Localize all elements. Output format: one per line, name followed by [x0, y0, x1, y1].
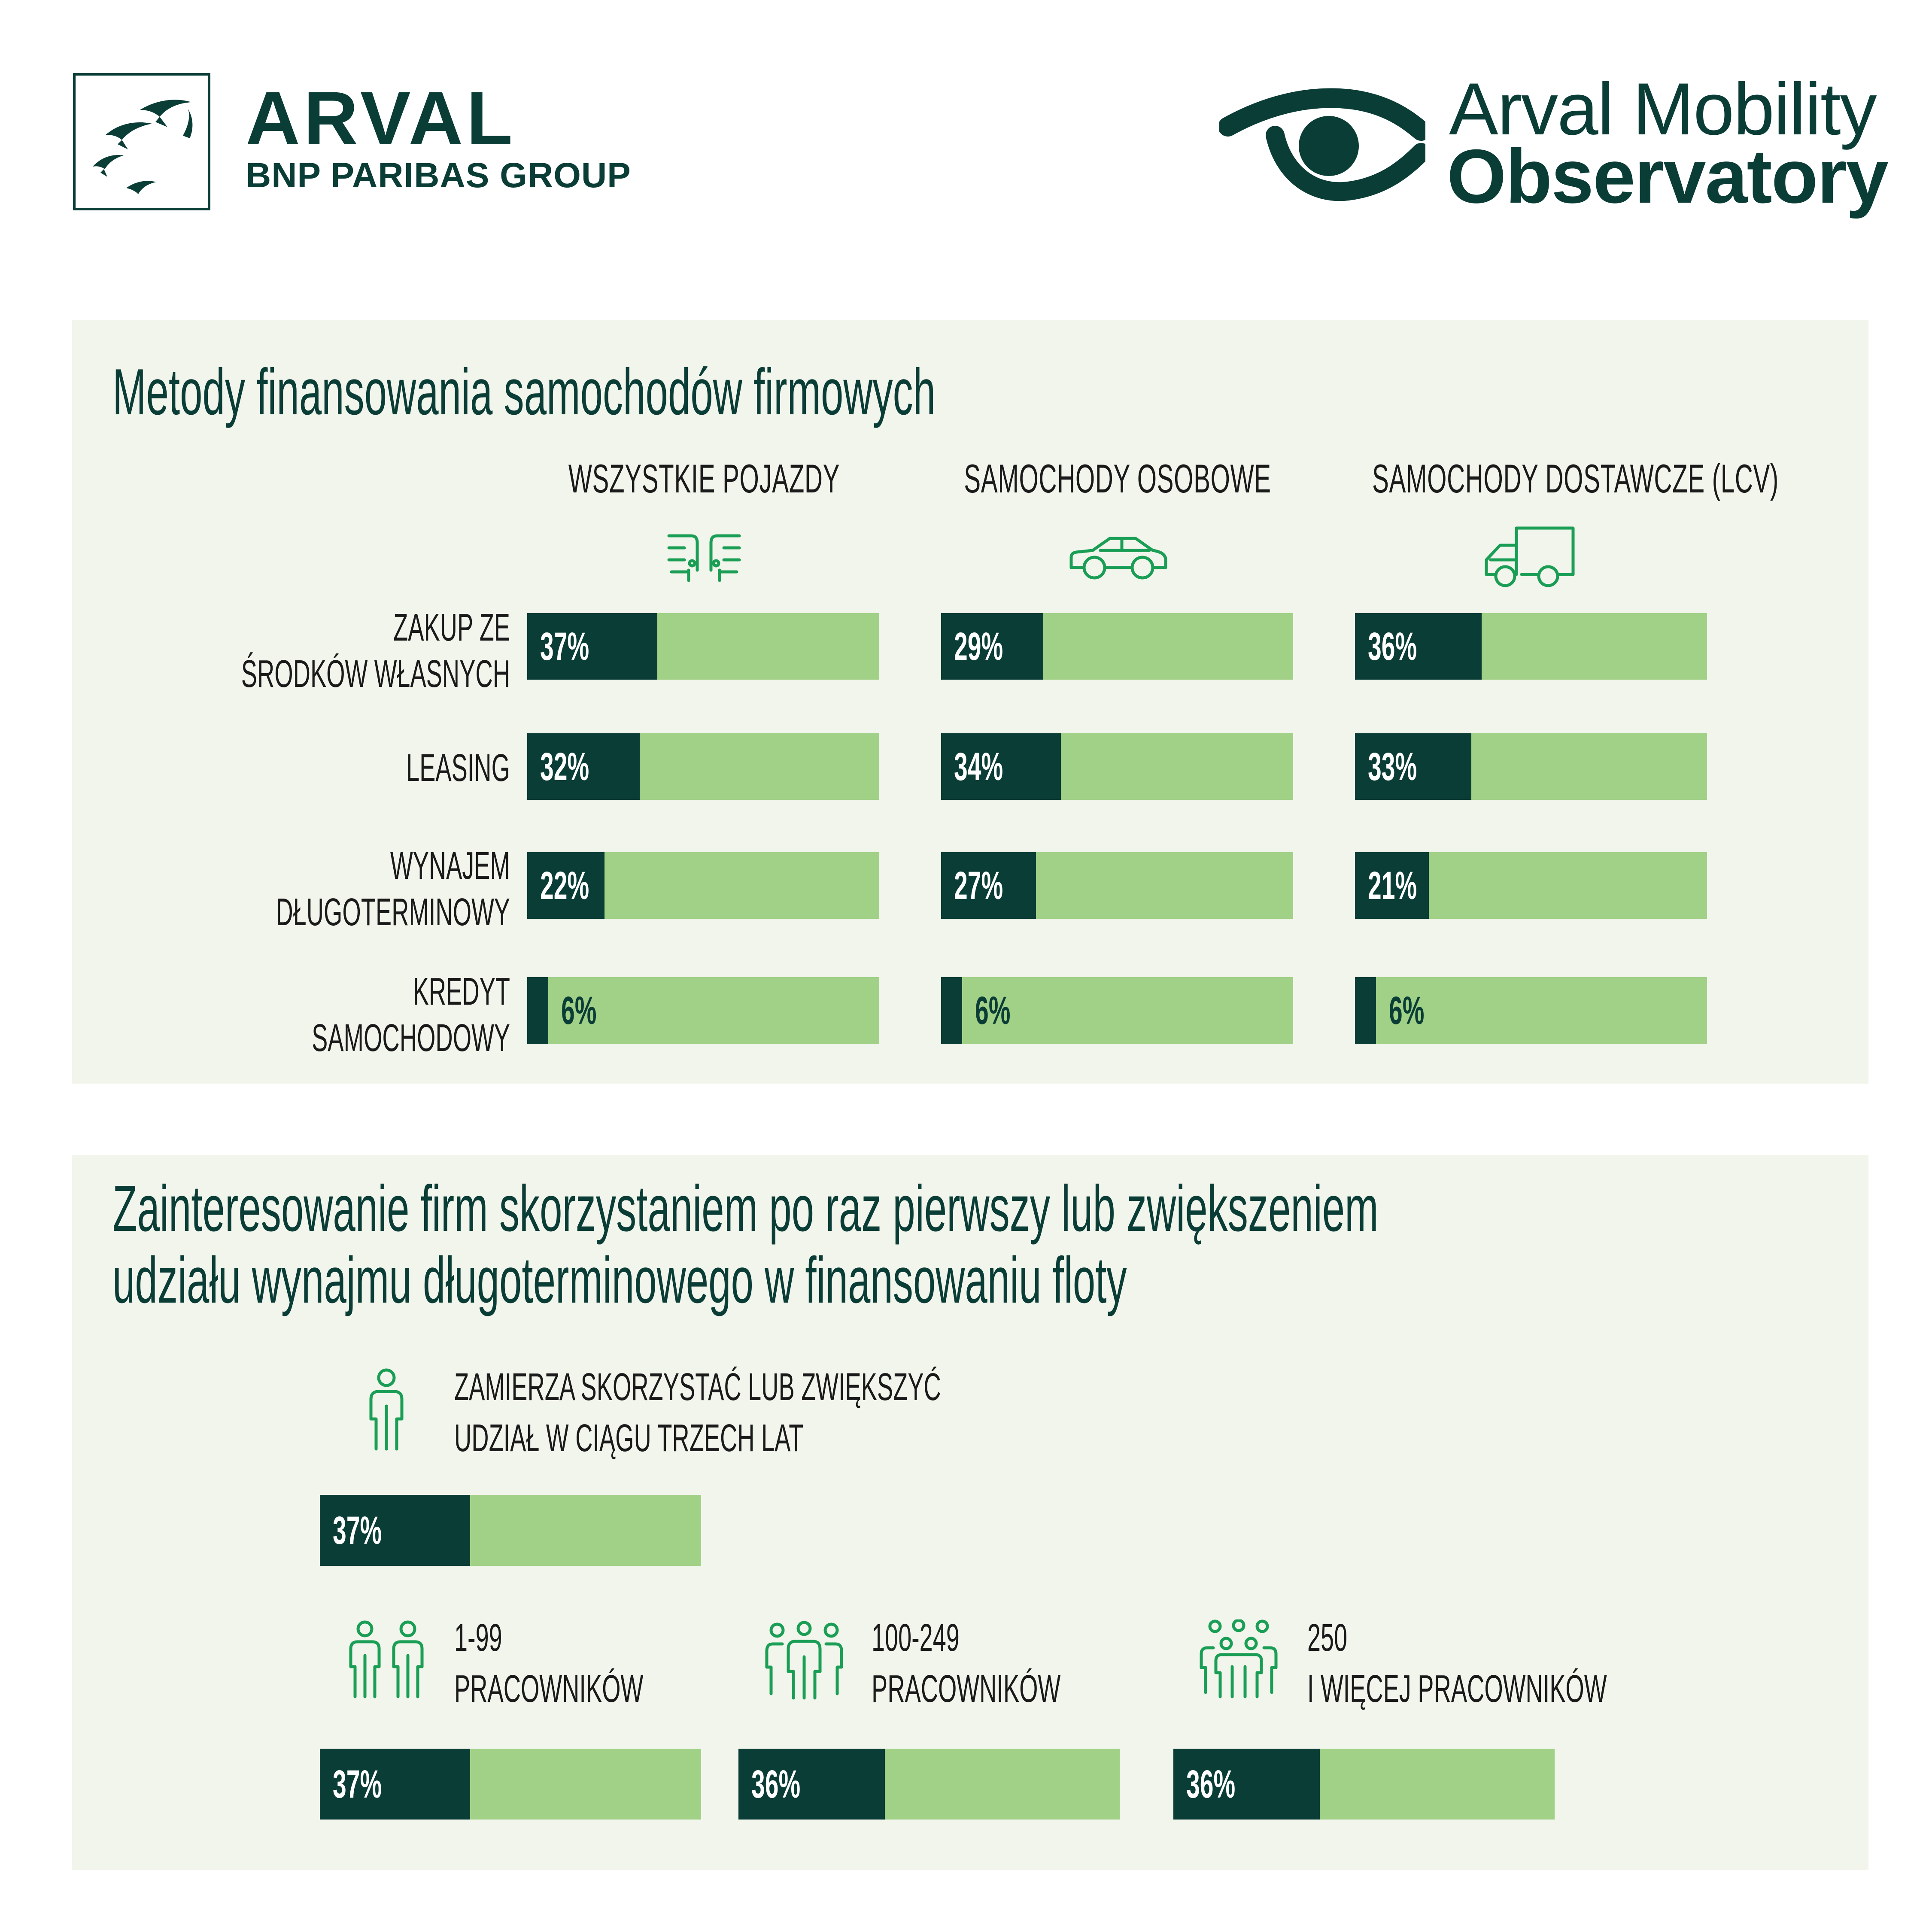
group-people-icon [1198, 1619, 1279, 1699]
observatory-title-line2: Observatory [1447, 134, 1889, 219]
interest-bar-value-4: 36% [1186, 1762, 1236, 1806]
bar-s3-r3: 21% [1355, 852, 1707, 919]
bar-value-s2-r1: 29% [954, 625, 1003, 668]
bar-s3-r3-fill [1355, 852, 1429, 919]
bar-s1-r2-fill [527, 733, 640, 800]
section2-title: Zainteresowanie firm skorzystaniem po ra… [112, 1172, 1379, 1317]
bar-s3-r1: 36% [1355, 613, 1707, 680]
bar-s1-r4-fill [527, 977, 548, 1044]
interest-bar-3-fill [738, 1749, 885, 1820]
person-icon [365, 1367, 408, 1451]
bar-value-s2-r4: 6% [975, 989, 1011, 1033]
bar-s1-r1: 37% [527, 613, 879, 680]
observatory-eye-icon [1218, 71, 1431, 213]
bar-value-s3-r2: 33% [1368, 745, 1417, 789]
bar-s2-r2-fill [941, 733, 1061, 800]
row-label-own-funds: ZAKUP ZE ŚRODKÓW WŁASNYCH [241, 606, 510, 696]
arval-brand-group: BNP PARIBAS GROUP [246, 156, 631, 195]
row-label-long-term-rental: WYNAJEM DŁUGOTERMINOWY [276, 844, 510, 934]
cars-front-icon [665, 527, 743, 583]
column-header-lcv: SAMOCHODY DOSTAWCZE (LCV) [1372, 456, 1779, 501]
bar-s2-r3: 27% [941, 852, 1293, 919]
bar-s3-r4-fill [1355, 977, 1376, 1044]
bar-s3-r2-fill [1355, 733, 1471, 800]
bar-value-s3-r3: 21% [1368, 864, 1417, 908]
interest-bar-3: 36% [738, 1749, 1120, 1820]
bar-value-s2-r2: 34% [954, 745, 1003, 789]
overall-label: ZAMIERZA SKORZYSTAĆ LUB ZWIĘKSZYĆ UDZIAŁ… [454, 1366, 941, 1460]
bar-value-s1-r2: 32% [540, 745, 589, 789]
delivery-truck-icon [1482, 524, 1577, 588]
interest-bar-4-fill [1173, 1749, 1320, 1820]
arval-brand-name: ARVAL [246, 76, 516, 161]
birds-icon [93, 100, 193, 194]
bar-value-s1-r3: 22% [540, 864, 589, 908]
bar-s1-r3: 22% [527, 852, 879, 919]
interest-bar-4: 36% [1173, 1749, 1555, 1820]
bar-s3-r2: 33% [1355, 733, 1707, 800]
interest-bar-2-fill [320, 1749, 470, 1820]
bar-s1-r2: 32% [527, 733, 879, 800]
bar-s2-r1-fill [941, 613, 1043, 680]
interest-bar-1: 37% [320, 1495, 701, 1566]
row-label-leasing: LEASING [406, 747, 510, 790]
two-people-icon [346, 1619, 427, 1699]
interest-bar-value-3: 36% [751, 1762, 801, 1806]
bar-s2-r4-fill [941, 977, 962, 1044]
observatory-title-line1: Arval Mobility [1449, 68, 1877, 150]
row-label-car-loan: KREDYT SAMOCHODOWY [312, 970, 510, 1060]
group-label-250-plus: 250 I WIĘCEJ PRACOWNIKÓW [1307, 1616, 1607, 1710]
bar-s1-r1-fill [527, 613, 657, 680]
financing-methods-panel [72, 320, 1868, 1084]
section1-title: Metody finansowania samochodów firmowych [112, 355, 936, 428]
bar-s2-r3-fill [941, 852, 1036, 919]
bar-value-s1-r1: 37% [540, 625, 589, 668]
three-people-icon [763, 1621, 845, 1700]
bar-s1-r3-fill [527, 852, 605, 919]
interest-bar-value-1: 37% [333, 1509, 382, 1552]
bar-value-s3-r4: 6% [1389, 989, 1425, 1033]
group-label-100-249: 100-249 PRACOWNIKÓW [872, 1616, 1061, 1710]
interest-bar-value-2: 37% [333, 1762, 382, 1806]
bar-s2-r4: 6% [941, 977, 1293, 1044]
car-icon [1067, 533, 1170, 580]
arval-logo-emblem [73, 73, 210, 210]
bar-s2-r2: 34% [941, 733, 1293, 800]
bar-s2-r1: 29% [941, 613, 1293, 680]
group-label-1-99: 1-99 PRACOWNIKÓW [454, 1616, 644, 1710]
bar-s3-r4: 6% [1355, 977, 1707, 1044]
bar-value-s3-r1: 36% [1368, 625, 1417, 668]
interest-bar-1-fill [320, 1495, 470, 1566]
column-header-passenger-cars: SAMOCHODY OSOBOWE [964, 456, 1271, 501]
bar-value-s1-r4: 6% [561, 989, 597, 1033]
bar-s3-r1-fill [1355, 613, 1482, 680]
bar-s1-r4: 6% [527, 977, 879, 1044]
column-header-all-vehicles: WSZYSTKIE POJAZDY [568, 456, 840, 501]
interest-bar-2: 37% [320, 1749, 701, 1820]
bar-value-s2-r3: 27% [954, 864, 1003, 908]
